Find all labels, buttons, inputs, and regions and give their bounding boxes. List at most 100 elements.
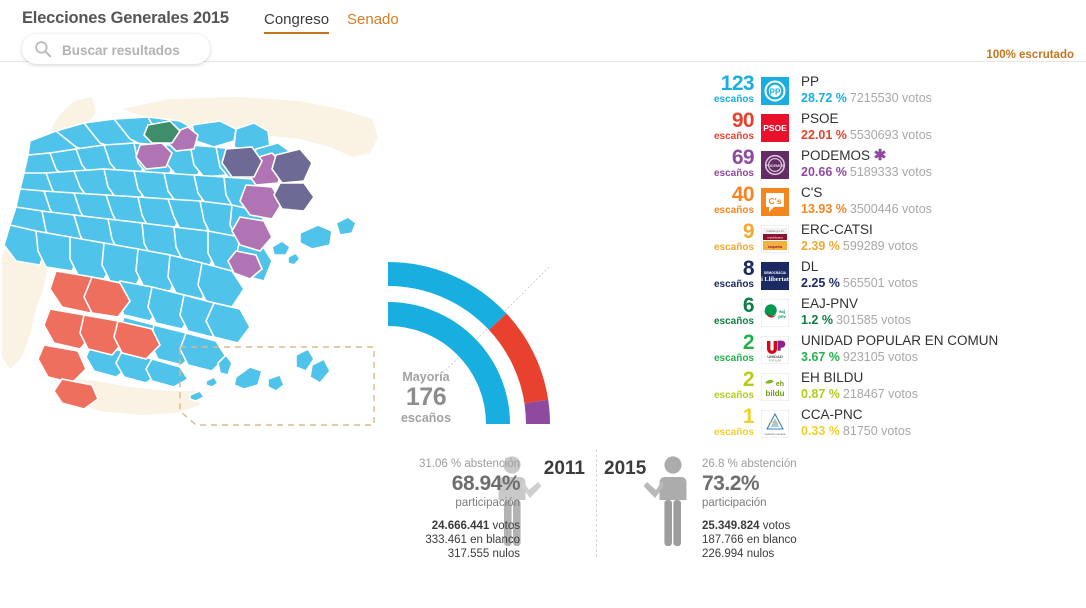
party-stats: 20.66 % 5189333 votos [801,164,1086,180]
party-name: PSOE [801,111,839,126]
seats-cell: 69 escaños [706,147,758,179]
person-icon-2011 [498,456,541,546]
header-divider [0,61,1086,62]
party-percentage: 13.93 % [801,202,847,216]
search-box[interactable] [22,34,210,66]
party-votes: 81750 votos [842,424,912,438]
cs-logo[interactable]: C's [758,187,792,217]
party-stats: 13.93 % 3500446 votos [801,201,1086,217]
cca-logo[interactable]: coalición canaria [758,409,792,439]
table-row[interactable]: 1 escaños coalición canaria CCA-PNC 0.33… [706,405,1086,444]
party-percentage: 22.01 % [801,128,847,142]
person-icon-2015 [644,456,687,546]
arc2011-seg-pp [388,314,498,424]
party-stats: 3.67 % 923105 votos [801,349,1086,365]
tab-senado[interactable]: Senado [347,11,399,28]
party-name: PP [801,74,820,89]
party-info: EAJ-PNV 1.2 % 301585 votos [792,296,1086,328]
svg-text:PODEMOS: PODEMOS [766,164,785,168]
participation-2011[interactable]: 2011 31.06 % abstención 68.94% participa… [380,447,585,560]
podemos-logo[interactable]: PODEMOS [758,150,792,180]
abstention-2011: 31.06 % abstención [418,458,520,470]
table-row[interactable]: 90 escaños PSOE PSOE 22.01 % 5530693 voto… [706,109,1086,148]
party-name: C'S [801,185,823,200]
party-name: PODEMOS ✱ [801,147,887,164]
party-stats: 2.39 % 599289 votos [801,238,1086,254]
participation-2015[interactable]: 2015 26.8 % abstención 73.2% participaci… [604,447,809,560]
total-votes-2015: 25.349.824 votos [702,520,791,532]
turnout-label-2011: participación [455,497,520,509]
results-map[interactable] [0,95,380,435]
seats-count: 2 [742,368,755,391]
seats-unit: escaños [713,242,754,253]
seats-cell: 40 escaños [706,183,758,216]
svg-text:POPULAR: POPULAR [769,359,782,363]
participation-stats-2015: 26.8 % abstención 73.2% participación 25… [702,457,850,561]
pp-logo[interactable]: PP [758,76,792,106]
party-percentage: 2.25 % [801,276,840,290]
map-provinces-psoe[interactable] [37,270,161,410]
seats-unit: escaños [713,316,754,327]
seats-unit: escaños [713,205,754,216]
map-provinces-pp[interactable] [3,116,357,402]
party-stats: 2.25 % 565501 votos [801,275,1086,291]
turnout-label-2015: participación [702,497,767,509]
turnout-2015: 73.2% [702,472,760,495]
table-row[interactable]: 40 escaños C's C'S 13.93 % 3500446 votos [706,183,1086,222]
abstention-2015: 26.8 % abstención [702,458,797,470]
party-info: PODEMOS ✱ 20.66 % 5189333 votos [792,148,1086,180]
total-votes-2011: 24.666.441 votos [431,520,520,532]
pnv-logo[interactable]: eaj pnv [758,298,792,328]
party-name: ERC-CATSI [801,222,873,237]
search-icon [35,41,52,58]
table-row[interactable]: 69 escaños PODEMOS PODEMOS ✱ 20.66 % 5189… [706,147,1086,185]
table-row[interactable]: 8 escaños DEMOCRÀCIA i Llibertat DL 2.25 … [706,258,1086,296]
map-provinces-dl[interactable] [221,146,315,212]
party-percentage: 0.87 % [801,387,840,401]
table-row[interactable]: 2 escaños eh bildu EH BILDU 0.87 % 218467 … [706,368,1086,407]
spain-province-map[interactable] [0,95,380,435]
up-logo[interactable]: UNIDAD POPULAR [758,335,792,365]
party-stats: 22.01 % 5530693 votos [801,127,1086,143]
seats-count: 40 [731,183,755,206]
party-stats: 1.2 % 301585 votos [801,312,1086,328]
party-percentage: 3.67 % [801,350,840,364]
arc-ring-2011[interactable] [388,314,498,424]
table-row[interactable]: 9 escaños Catalunya Sí republicana esquerr… [706,221,1086,259]
bildu-logo[interactable]: eh bildu [758,372,792,402]
party-info: C'S 13.93 % 3500446 votos [792,185,1086,217]
party-percentage: 0.33 % [801,424,840,438]
svg-text:pnv: pnv [778,314,786,319]
table-row[interactable]: 2 escaños UNIDAD POPULAR UNIDAD POPULAR E… [706,332,1086,370]
seat-arc-chart[interactable]: Mayoría 176 escaños [370,248,570,433]
app-header: Elecciones Generales 2015 Congreso Senad… [0,0,1086,62]
seats-unit: escaños [713,94,754,105]
svg-text:eh: eh [776,381,784,388]
scrutiny-status: 100% escrutado [986,49,1074,61]
seats-count: 1 [742,405,755,428]
psoe-logo[interactable]: PSOE [758,113,792,143]
seats-count: 90 [731,109,755,132]
participation-stats-2011: 31.06 % abstención 68.94% participación … [372,457,521,561]
svg-text:Catalunya Sí: Catalunya Sí [766,229,783,233]
turnout-2011: 68.94% [451,472,521,495]
party-info: PSOE 22.01 % 5530693 votos [792,111,1086,143]
erc-logo[interactable]: Catalunya Sí republicana esquerra [758,224,792,254]
seats-cell: 9 escaños [706,221,758,253]
party-name: DL [801,259,819,274]
svg-text:PP: PP [770,87,781,96]
svg-text:republicana: republicana [767,235,783,239]
search-input[interactable] [60,34,204,66]
svg-text:bildu: bildu [765,389,784,398]
vote-lines-2011: 24.666.441 votos 333.461 en blanco 317.5… [372,519,520,561]
dl-logo[interactable]: DEMOCRÀCIA i Llibertat [758,261,792,291]
seats-unit: escaños [713,279,754,290]
party-results-list[interactable]: 123 escaños PP PP 28.72 % 7215530 votos 9… [706,73,1086,444]
tab-congreso[interactable]: Congreso [264,11,330,34]
table-row[interactable]: 123 escaños PP PP 28.72 % 7215530 votos [706,73,1086,111]
party-stats: 28.72 % 7215530 votos [801,90,1086,106]
map-provinces-pnv[interactable] [143,120,182,144]
table-row[interactable]: 6 escaños eaj pnv EAJ-PNV 1.2 % 301585 vot… [706,295,1086,333]
seats-cell: 6 escaños [706,295,758,327]
party-info: ERC-CATSI 2.39 % 599289 votos [792,222,1086,254]
